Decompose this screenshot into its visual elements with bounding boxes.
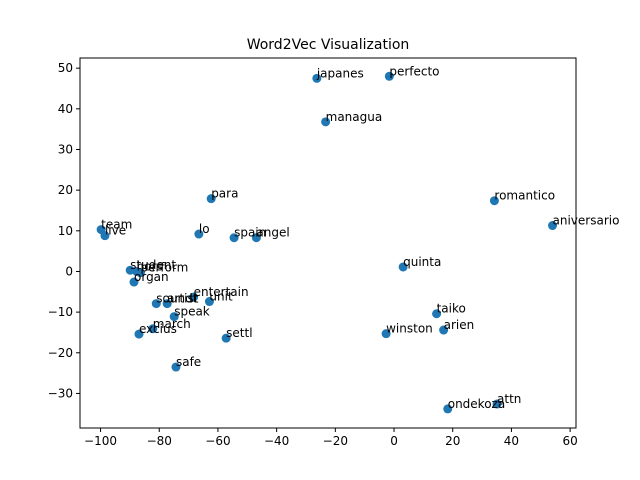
- x-tick-label: −40: [264, 434, 289, 448]
- data-point: [492, 399, 502, 409]
- x-tick-label: 20: [445, 434, 460, 448]
- point-label: organ: [134, 270, 169, 284]
- point-label: angel: [256, 226, 289, 240]
- y-tick-label: −30: [48, 386, 73, 400]
- point-label: taiko: [437, 302, 466, 316]
- data-point: [135, 268, 145, 278]
- data-point: [251, 233, 261, 243]
- data-point: [189, 292, 199, 302]
- y-tick-label: 50: [58, 61, 73, 75]
- data-point: [204, 297, 214, 307]
- point-label: settl: [226, 326, 252, 340]
- plot-area: −100 −80 −60 −40 −20 0 20 40 60−30−20−1001020304…: [48, 61, 620, 448]
- point-label: aniversario: [553, 214, 620, 228]
- data-point: [489, 196, 499, 206]
- data-point: [398, 262, 408, 272]
- point-label: lo: [199, 222, 210, 236]
- point-label: entertain: [194, 285, 249, 299]
- data-point: [321, 117, 331, 127]
- data-point: [312, 73, 322, 83]
- data-point: [169, 312, 179, 322]
- point-label: japanes: [316, 66, 364, 80]
- data-point: [171, 362, 181, 372]
- data-point: [432, 309, 442, 319]
- point-label: speak: [174, 305, 210, 319]
- data-point: [384, 71, 394, 81]
- point-label: excius: [139, 322, 177, 336]
- data-point: [194, 229, 204, 239]
- data-point: [548, 221, 558, 231]
- y-tick-label: −20: [48, 346, 73, 360]
- x-tick-label: 0: [390, 434, 398, 448]
- y-tick-label: 10: [58, 224, 73, 238]
- y-tick-label: 30: [58, 142, 73, 156]
- point-label: live: [105, 224, 126, 238]
- y-tick-label: 20: [58, 183, 73, 197]
- point-label: team: [101, 218, 132, 232]
- data-point: [443, 404, 453, 414]
- data-point: [151, 299, 161, 309]
- point-label: managua: [326, 110, 383, 124]
- point-label: unit: [209, 290, 233, 304]
- data-point: [206, 194, 216, 204]
- point-label: march: [153, 317, 191, 331]
- x-tick-label: 60: [562, 434, 577, 448]
- point-label: quinta: [403, 255, 441, 269]
- x-tick-label: −60: [205, 434, 230, 448]
- point-label: ondekoza: [448, 397, 505, 411]
- point-label: student: [130, 258, 176, 272]
- data-point: [134, 329, 144, 339]
- data-point: [162, 299, 172, 309]
- point-label: hors: [137, 259, 163, 273]
- chart-title: Word2Vec Visualization: [247, 37, 410, 53]
- data-point: [221, 333, 231, 343]
- data-point: [148, 324, 158, 334]
- point-label: para: [211, 187, 238, 201]
- data-point: [439, 325, 449, 335]
- data-point: [229, 233, 239, 243]
- data-point: [129, 277, 139, 287]
- point-label: spain: [234, 226, 266, 240]
- point-label: safe: [176, 355, 201, 369]
- data-point: [100, 231, 110, 241]
- point-label: artist: [167, 292, 199, 306]
- y-tick-label: 0: [65, 264, 73, 278]
- data-point: [381, 329, 391, 339]
- point-label: soundt: [156, 292, 197, 306]
- point-label: winston: [386, 322, 433, 336]
- x-tick-label: −80: [147, 434, 172, 448]
- x-tick-label: −20: [323, 434, 348, 448]
- point-label: perform: [140, 261, 188, 275]
- point-label: attn: [497, 392, 521, 406]
- x-tick-label: 40: [504, 434, 519, 448]
- point-label: romantico: [494, 189, 555, 203]
- point-label: perfecto: [389, 64, 439, 78]
- point-label: arien: [444, 318, 475, 332]
- y-tick-label: −10: [48, 305, 73, 319]
- y-tick-label: 40: [58, 102, 73, 116]
- axes-frame: [79, 57, 577, 429]
- x-tick-label: −100: [84, 434, 117, 448]
